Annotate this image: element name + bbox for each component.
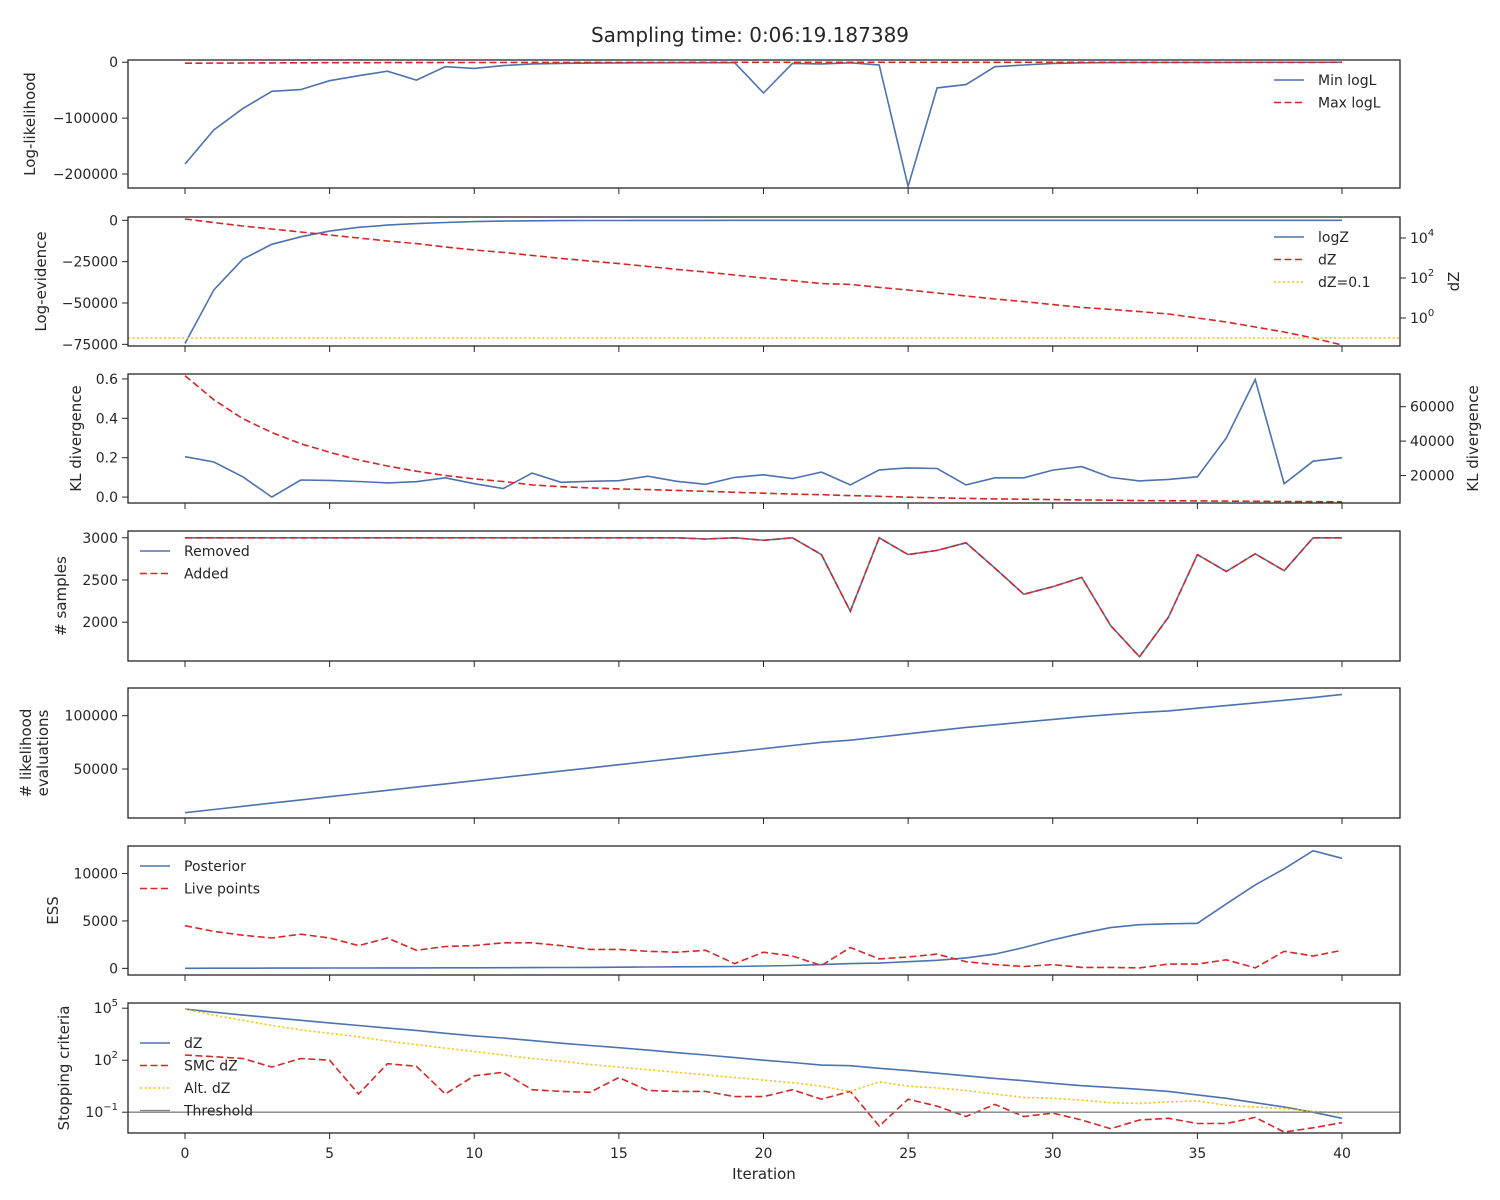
legend-label-0-1: Max logL — [1318, 96, 1381, 112]
panel-3: 0.0 0.2 0.4 0.6 20000 40000 60000 KL divergence… — [67, 372, 1482, 509]
y-tick-label-6-0: 10−1 — [85, 1102, 118, 1121]
legend-label-5-0: Posterior — [184, 859, 246, 875]
panel-5: 50000 100000 # likelihood evaluations — [17, 687, 1401, 824]
x-tick-label-20: 20 — [755, 1146, 773, 1162]
panel-frame-3 — [127, 373, 1401, 504]
series-line-4-0 — [184, 693, 1343, 814]
legend-label-6-1: SMC dZ — [184, 1059, 238, 1075]
panel-4: 2000 2500 3000 # samples Removed Added — [52, 530, 1401, 667]
series-line-5-0 — [184, 849, 1343, 970]
y-tick-label-3-1: 2500 — [82, 573, 118, 589]
series-line-6-0 — [184, 1008, 1343, 1120]
y-axis-label-5: # likelihood — [17, 709, 35, 798]
legend-label-3-0: Removed — [184, 544, 250, 560]
y-axis-label-1: Log-likelihood — [21, 72, 39, 176]
x-tick-label-10: 10 — [465, 1146, 483, 1162]
y2-tick-label-1-2: 104 — [1410, 228, 1434, 247]
y-tick-label-1-2: −50000 — [62, 296, 118, 312]
x-tick-label-35: 35 — [1188, 1146, 1206, 1162]
legend-label-1-1: dZ — [1318, 253, 1336, 269]
y-tick-label-2-2: 0.4 — [96, 411, 118, 427]
y-tick-label-1-3: −75000 — [62, 337, 118, 353]
y2-tick-label-1-1: 102 — [1410, 268, 1434, 287]
x-tick-label-0: 0 — [181, 1146, 190, 1162]
y-axis-label-5-line2: evaluations — [34, 709, 52, 796]
panel-frame-7 — [127, 1002, 1401, 1134]
y-tick-label-0-1: −100000 — [53, 111, 118, 127]
legend-label-3-1: Added — [184, 567, 229, 583]
legend-label-6-2: Alt. dZ — [184, 1081, 230, 1097]
panel-frame-2 — [127, 216, 1401, 347]
x-tick-label-5: 5 — [325, 1146, 334, 1162]
y-axis-label-3: KL divergence — [67, 385, 85, 491]
series-line-2-1 — [184, 375, 1343, 503]
y-tick-label-4-1: 100000 — [65, 709, 118, 725]
x-tick-label-15: 15 — [610, 1146, 628, 1162]
panel-frame-5 — [127, 687, 1401, 819]
panel-frame-4 — [127, 530, 1401, 662]
figure-title: Sampling time: 0:06:19.187389 — [591, 23, 909, 47]
y-axis-label-4: # samples — [52, 556, 70, 636]
y-axis-label-7: Stopping criteria — [55, 1006, 73, 1131]
panel-1: 0 −100000 −200000 Log-likelihood Min logL Max… — [21, 55, 1401, 194]
legend-label-0-0: Min logL — [1318, 73, 1377, 89]
y-tick-label-0-0: 0 — [109, 55, 118, 71]
y-axis-label-2: Log-evidence — [32, 231, 50, 331]
series-line-1-1 — [184, 218, 1343, 346]
y2-axis-label-3: KL divergence — [1464, 385, 1482, 491]
y-tick-label-6-2: 105 — [94, 998, 118, 1017]
y-tick-label-5-1: 5000 — [82, 914, 118, 930]
legend-label-6-0: dZ — [184, 1036, 202, 1052]
series-line-6-1 — [184, 1054, 1343, 1133]
y-tick-label-0-2: −200000 — [53, 167, 118, 183]
x-axis-label: Iteration — [732, 1165, 796, 1183]
series-line-3-0 — [185, 536, 1342, 659]
panel-frame-6 — [127, 845, 1401, 976]
series-line-2-0 — [184, 377, 1343, 499]
panel-2: 0 −25000 −50000 −75000 100 102 104 Log-evidence… — [32, 213, 1463, 353]
x-tick-label-25: 25 — [899, 1146, 917, 1162]
panel-7: 10−1 102 105 0 5 10 15 20 25 30 35 40 Stopping crite… — [55, 998, 1401, 1162]
panel-6: 0 5000 10000 ESS Posterior Live points — [44, 845, 1401, 981]
series-line-6-2 — [184, 1008, 1343, 1114]
series-line-0-1 — [184, 61, 1343, 64]
y-tick-label-4-0: 50000 — [73, 762, 118, 778]
y-tick-label-1-1: −25000 — [62, 255, 118, 271]
y-axis-label-6: ESS — [44, 896, 62, 925]
y-tick-label-1-0: 0 — [109, 213, 118, 229]
series-line-3-1 — [185, 536, 1342, 659]
y-tick-label-5-0: 0 — [109, 961, 118, 977]
y-tick-label-3-0: 2000 — [82, 615, 118, 631]
y-tick-label-3-2: 3000 — [82, 531, 118, 547]
x-tick-label-40: 40 — [1333, 1146, 1351, 1162]
legend-label-1-2: dZ=0.1 — [1318, 275, 1370, 291]
y-tick-label-2-1: 0.2 — [96, 451, 118, 467]
panel-frame-1 — [127, 59, 1401, 189]
series-line-5-1 — [184, 924, 1343, 969]
y-tick-label-5-2: 10000 — [73, 867, 118, 883]
y-tick-label-6-1: 102 — [94, 1050, 118, 1069]
y2-tick-label-1-0: 100 — [1410, 308, 1434, 327]
y2-tick-label-2-2: 60000 — [1410, 400, 1455, 416]
y-tick-label-2-3: 0.6 — [96, 372, 118, 388]
y2-tick-label-2-0: 20000 — [1410, 468, 1455, 484]
x-tick-label-30: 30 — [1044, 1146, 1062, 1162]
y2-tick-label-2-1: 40000 — [1410, 434, 1455, 450]
panels: 0 −100000 −200000 Log-likelihood Min logL Max… — [17, 55, 1482, 1162]
series-line-1-0 — [184, 219, 1342, 344]
legend-label-1-0: logZ — [1318, 230, 1349, 246]
legend-label-6-3: Threshold — [183, 1104, 253, 1120]
series-line-0-0 — [184, 61, 1342, 190]
legend-label-5-1: Live points — [184, 882, 260, 898]
y2-axis-label-2: dZ — [1445, 272, 1463, 292]
y-tick-label-2-0: 0.0 — [96, 490, 118, 506]
